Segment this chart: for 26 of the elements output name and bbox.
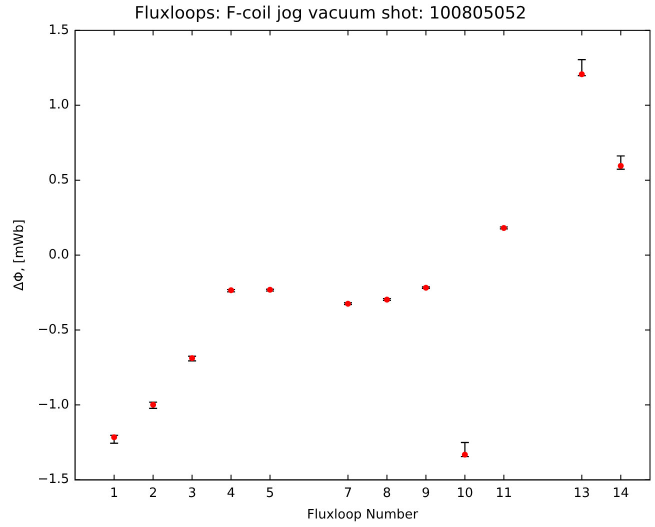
x-tick-label: 5 <box>266 486 274 501</box>
x-axis-title: Fluxloop Number <box>307 508 419 523</box>
x-tick-label: 11 <box>496 486 512 501</box>
point <box>578 71 585 78</box>
y-tick-label: 0.5 <box>48 172 70 188</box>
y-tick-label: 1.5 <box>48 22 70 38</box>
x-tick-label: 14 <box>612 486 630 501</box>
x-tick-label: 7 <box>344 486 352 501</box>
y-tick-label: 1.0 <box>48 98 70 113</box>
x-tick-label: 10 <box>456 486 474 501</box>
chart-title: Fluxloops: F-coil jog vacuum shot: 100805052 <box>134 4 526 24</box>
x-tick-label: 9 <box>422 486 430 501</box>
y-tick-label: 0.0 <box>48 247 70 262</box>
point <box>462 452 468 458</box>
y-tick-label: −1.0 <box>38 397 70 412</box>
point <box>618 162 624 169</box>
x-tick-label: 4 <box>226 486 236 501</box>
point <box>111 434 118 440</box>
x-tick-label: 2 <box>148 486 158 501</box>
x-tick-label: 13 <box>574 486 590 501</box>
y-axis-title: ΔΦ, [mWb] <box>12 219 28 291</box>
y-tick-label: −1.5 <box>38 472 70 488</box>
x-tick-label: 3 <box>188 486 196 501</box>
y-tick-label: −0.5 <box>38 322 70 338</box>
x-tick-label: 8 <box>382 486 392 501</box>
x-tick-label: 1 <box>110 486 118 501</box>
